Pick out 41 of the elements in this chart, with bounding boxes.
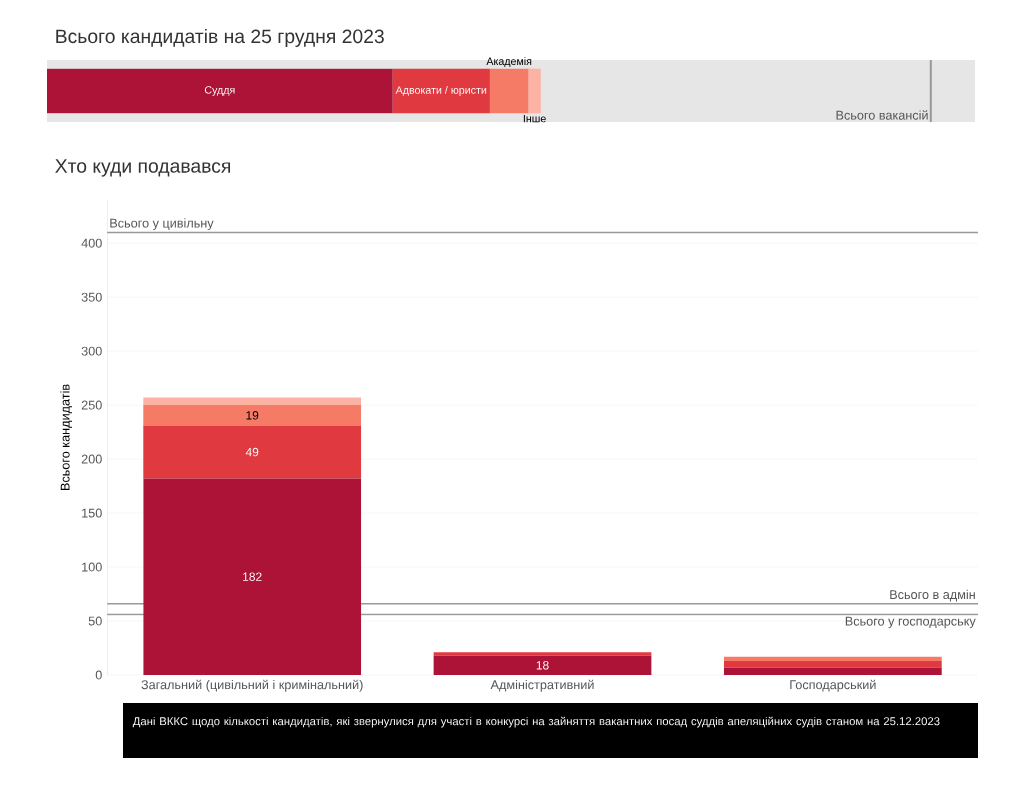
y-tick-label: 50 — [88, 616, 102, 626]
data-label: 182 — [243, 572, 262, 581]
chart-title: Всього кандидатів на 25 грудня 2023 — [56, 28, 384, 47]
bar — [143, 425, 362, 479]
series-label: Суддя — [204, 86, 235, 96]
series-label: Інше — [523, 114, 546, 123]
ref-line-label: Всього вакансій — [836, 110, 928, 120]
x-tick-label: Адміністративний — [490, 679, 594, 692]
x-tick-label: Господарський — [790, 679, 876, 692]
bar — [723, 660, 942, 668]
y-tick-label: 400 — [81, 238, 102, 248]
bar — [143, 478, 362, 675]
bar — [528, 68, 541, 114]
series-label: Академія — [486, 57, 532, 68]
ref-line-label: Всього в адмін — [890, 589, 975, 602]
bar — [489, 68, 529, 114]
y-tick-label: 200 — [81, 454, 102, 464]
y-tick-label: 250 — [81, 400, 102, 410]
bar — [47, 68, 393, 114]
y-tick-label: 300 — [81, 346, 102, 356]
bar — [143, 405, 362, 426]
data-label: 49 — [245, 447, 259, 457]
bar — [143, 397, 362, 406]
bar — [433, 655, 652, 675]
y-tick-label: 150 — [82, 508, 102, 518]
y-tick-label: 100 — [82, 562, 102, 572]
series-label: Адвокати / юристи — [395, 86, 487, 96]
data-label: 19 — [246, 411, 259, 420]
bar — [392, 68, 490, 114]
y-tick-label: 350 — [81, 292, 102, 302]
bar — [723, 667, 942, 675]
bar — [723, 656, 942, 661]
bar — [433, 652, 652, 656]
ref-line-label: Всього у господарську — [845, 616, 976, 629]
text: Дані ВККС щодо кількості кандидатів, які звернулися для участі в конкурсі на зайняття вакантних посад суддів апеляційних судів станом на 25.12.2023 — [132, 716, 940, 728]
chart-title: Хто куди подавався — [55, 159, 231, 177]
ref-line-label: Всього у цивільну — [110, 218, 214, 231]
x-tick-label: Загальний (цивільний і кримінальний) — [141, 679, 363, 692]
y-axis-title: Всього кандидатів — [60, 384, 73, 491]
y-tick-label: 0 — [95, 670, 102, 680]
data-label: 18 — [536, 661, 549, 670]
